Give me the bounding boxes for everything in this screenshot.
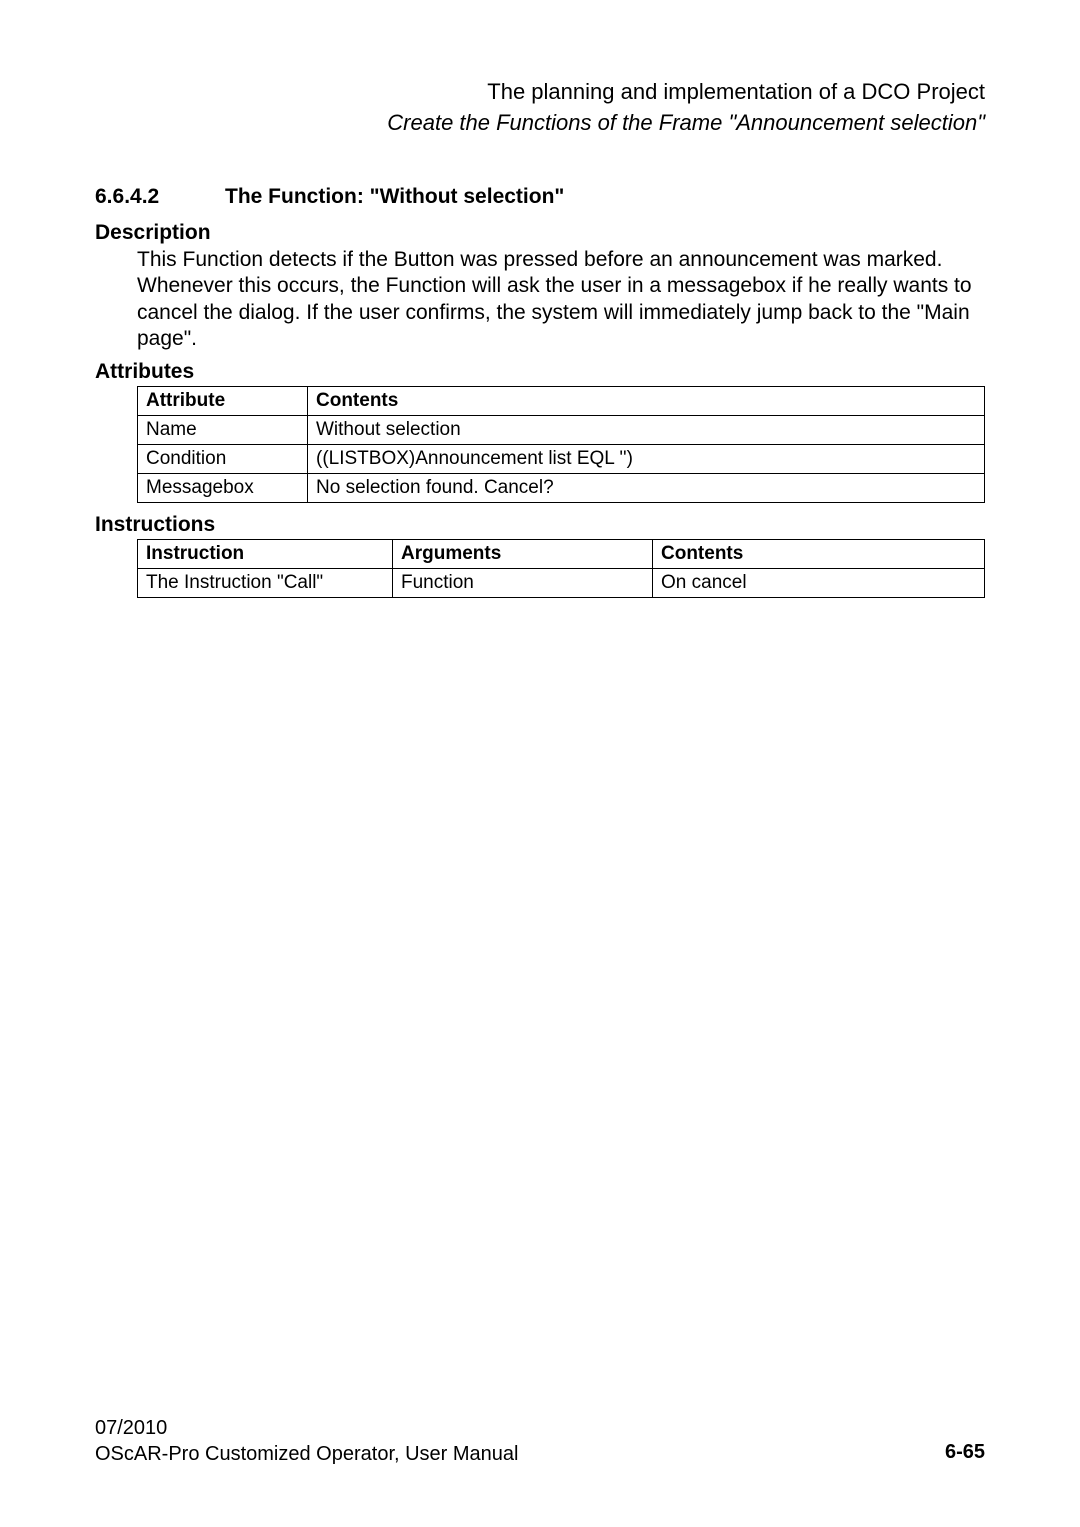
table-header-row: Attribute Contents: [138, 387, 985, 416]
footer-page-number: 6-65: [945, 1439, 985, 1465]
section-title: The Function: "Without selection": [225, 185, 564, 208]
table-header-cell: Contents: [653, 540, 985, 569]
table-row: Name Without selection: [138, 416, 985, 445]
page: The planning and implementation of a DCO…: [0, 0, 1080, 1527]
table-cell: On cancel: [653, 569, 985, 598]
instructions-table: Instruction Arguments Contents The Instr…: [137, 539, 985, 598]
attributes-table: Attribute Contents Name Without selectio…: [137, 386, 985, 503]
header-title: The planning and implementation of a DCO…: [95, 78, 985, 107]
table-row: Messagebox No selection found. Cancel?: [138, 474, 985, 503]
table-cell: The Instruction "Call": [138, 569, 393, 598]
table-header-row: Instruction Arguments Contents: [138, 540, 985, 569]
table-header-cell: Instruction: [138, 540, 393, 569]
table-cell: No selection found. Cancel?: [308, 474, 985, 503]
table-header-cell: Contents: [308, 387, 985, 416]
description-body: This Function detects if the Button was …: [137, 247, 985, 352]
footer-date: 07/2010: [95, 1415, 519, 1441]
description-heading: Description: [95, 221, 985, 245]
footer-left: 07/2010 OScAR-Pro Customized Operator, U…: [95, 1415, 519, 1467]
section-number: 6.6.4.2: [95, 185, 225, 209]
table-cell: ((LISTBOX)Announcement list EQL ''): [308, 445, 985, 474]
instructions-heading: Instructions: [95, 513, 985, 537]
table-cell: Name: [138, 416, 308, 445]
table-cell: Without selection: [308, 416, 985, 445]
table-row: Condition ((LISTBOX)Announcement list EQ…: [138, 445, 985, 474]
header-subtitle: Create the Functions of the Frame "Annou…: [95, 109, 985, 138]
page-header: The planning and implementation of a DCO…: [95, 78, 985, 137]
table-cell: Function: [393, 569, 653, 598]
table-row: The Instruction "Call" Function On cance…: [138, 569, 985, 598]
table-header-cell: Attribute: [138, 387, 308, 416]
page-footer: 07/2010 OScAR-Pro Customized Operator, U…: [95, 1415, 985, 1467]
footer-product: OScAR-Pro Customized Operator, User Manu…: [95, 1441, 519, 1467]
table-cell: Condition: [138, 445, 308, 474]
table-cell: Messagebox: [138, 474, 308, 503]
table-header-cell: Arguments: [393, 540, 653, 569]
attributes-heading: Attributes: [95, 360, 985, 384]
section-heading: 6.6.4.2The Function: "Without selection": [95, 185, 985, 209]
